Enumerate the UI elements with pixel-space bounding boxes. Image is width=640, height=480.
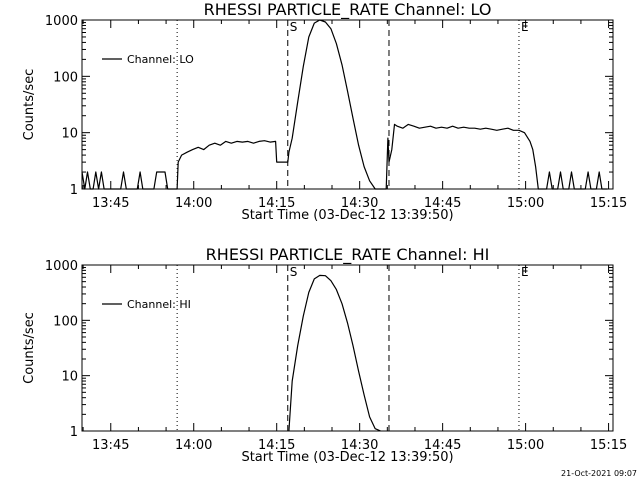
- chart-title: RHESSI PARTICLE_RATE Channel: LO: [204, 0, 492, 20]
- x-tick-label: 14:45: [424, 438, 461, 453]
- y-tick-label: 100: [53, 70, 78, 85]
- marker-e: E: [521, 265, 529, 279]
- y-axis-label: Counts/sec: [22, 312, 37, 384]
- y-tick-label: 1000: [45, 14, 78, 29]
- x-tick-label: 15:15: [590, 438, 627, 453]
- marker-s: S: [290, 265, 298, 279]
- plot-frame: [81, 264, 614, 432]
- y-axis-label: Counts/sec: [22, 69, 37, 141]
- y-tick-label: 100: [53, 314, 78, 329]
- x-tick-label: 15:00: [507, 196, 544, 211]
- legend-label: Channel: LO: [127, 53, 194, 66]
- x-tick-label: 14:45: [424, 196, 461, 211]
- x-tick-label: 15:00: [507, 438, 544, 453]
- x-tick-label: 13:45: [92, 196, 129, 211]
- footer-timestamp: 21-Oct-2021 09:07: [561, 469, 637, 478]
- y-tick-label: 1: [70, 183, 78, 198]
- series-line: [288, 274, 381, 432]
- panel-lo: RHESSI PARTICLE_RATE Channel: LO 1 10 100 10…: [22, 0, 627, 223]
- x-tick-label: 15:15: [590, 196, 627, 211]
- legend-label: Channel: HI: [127, 298, 191, 311]
- x-axis-label: Start Time (03-Dec-12 13:39:50): [241, 208, 453, 223]
- x-tick-label: 14:15: [258, 196, 295, 211]
- series-line: [81, 19, 608, 190]
- y-tick-label: 1000: [45, 259, 78, 274]
- x-tick-label: 14:30: [341, 196, 378, 211]
- x-tick-label: 13:45: [92, 438, 129, 453]
- y-tick-label: 10: [61, 370, 78, 385]
- x-tick-label: 14:00: [175, 196, 212, 211]
- x-tick-label: 14:15: [258, 438, 295, 453]
- x-tick-label: 14:00: [175, 438, 212, 453]
- y-tick-label: 10: [61, 127, 78, 142]
- y-tick-label: 1: [70, 425, 78, 440]
- marker-e: E: [521, 20, 529, 34]
- x-tick-label: 14:30: [341, 438, 378, 453]
- chart-title: RHESSI PARTICLE_RATE Channel: HI: [206, 245, 490, 265]
- x-axis-label: Start Time (03-Dec-12 13:39:50): [241, 450, 453, 465]
- panel-hi: RHESSI PARTICLE_RATE Channel: HI 1 10 100 10…: [22, 245, 627, 465]
- marker-s: S: [290, 20, 298, 34]
- plot-frame: [81, 19, 614, 190]
